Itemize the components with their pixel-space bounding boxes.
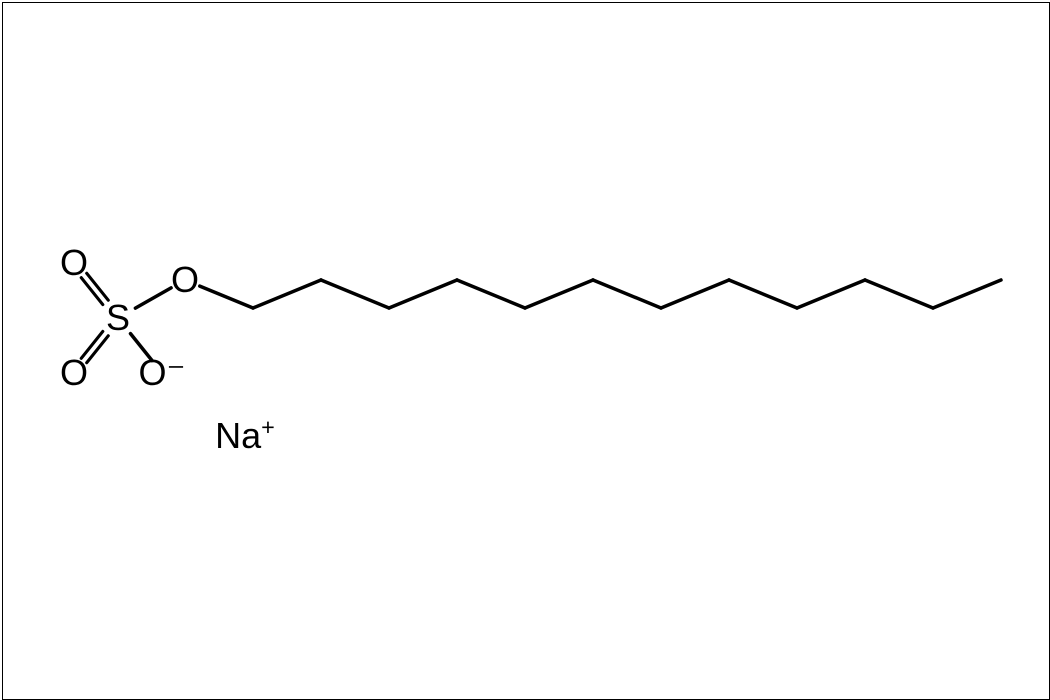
molecule-canvas: OSOO⁻ONa+ xyxy=(0,0,1050,700)
atom-label-o_botLeft: O xyxy=(60,355,88,391)
atom-label-s_center: S xyxy=(106,300,130,336)
cation-na: Na+ xyxy=(215,416,275,454)
atom-label-o_minusBot: O⁻ xyxy=(138,355,185,391)
bond-svg xyxy=(0,0,1050,700)
atom-label-o_ester: O xyxy=(171,262,199,298)
atom-label-o_topLeft: O xyxy=(60,245,88,281)
